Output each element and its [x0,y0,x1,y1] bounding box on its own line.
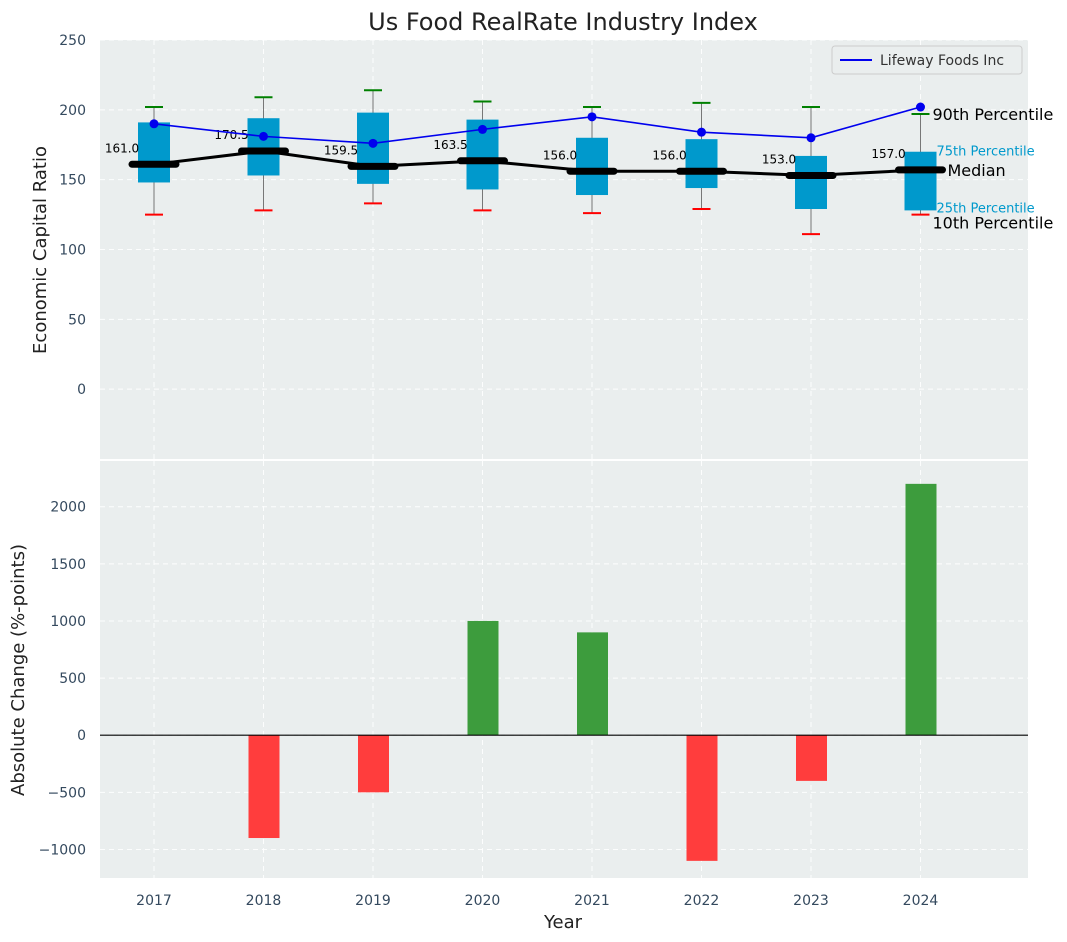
median-label: 156.0 [543,148,577,162]
bottom-y-axis-label: Absolute Change (%-points) [8,544,29,796]
x-tick-label: 2023 [793,893,829,909]
series-point [916,102,925,112]
box-2017 [138,122,170,183]
x-tick-label: 2022 [684,893,720,909]
bar-2023 [796,735,827,781]
bar-2022 [686,735,718,861]
series-point [478,124,487,134]
annotation-p25: 25th Percentile [937,201,1035,216]
top-grid [100,39,1028,459]
bottom-y-tick-label: 2000 [50,500,86,516]
bar-2018 [248,735,280,839]
top-y-tick-label: 200 [59,103,86,119]
bottom-y-tick-label: −1000 [39,842,86,858]
median-label: 153.0 [762,152,796,166]
box-2024 [904,151,937,211]
x-tick-label: 2018 [246,893,282,909]
x-tick-label: 2017 [136,893,172,909]
annotation-p90: 90th Percentile [933,105,1054,124]
annotation-median: Median [948,161,1006,180]
x-tick-label: 2020 [465,893,501,909]
annotation-p10: 10th Percentile [933,214,1054,233]
bar-2019 [358,735,389,793]
top-y-tick-label: 0 [77,382,86,398]
median-label: 156.0 [652,148,686,162]
median-label: 161.0 [105,141,139,155]
box-2022 [685,139,718,189]
series-point [587,112,597,122]
median-label: 157.0 [871,147,905,161]
series-line-lifeway [153,106,921,145]
legend-label-lifeway: Lifeway Foods Inc [880,53,1004,69]
annotation-p75: 75th Percentile [937,145,1035,160]
box-2021 [576,137,608,196]
bar-2024 [905,483,937,736]
bottom-y-tick-label: 0 [77,728,86,744]
x-axis-label: Year [543,912,583,933]
series-point [697,127,706,137]
x-tick-label: 2019 [355,893,391,909]
bottom-y-tick-label: 500 [59,671,86,687]
median-label: 159.5 [324,143,358,157]
bottom-plot-area [100,461,1028,878]
x-tick-label: 2024 [903,893,939,909]
median-label: 170.5 [214,128,248,142]
box-2019 [357,112,389,184]
top-panel: 0 50 100 150 200 250 161.0 170.5 159.5 163.5 156.0… [59,33,1053,459]
chart-title: Us Food RealRate Industry Index [368,8,758,36]
series-point [149,119,159,129]
series-point [259,131,268,141]
bar-2020 [467,620,499,736]
bottom-panel: −1000 −500 0 500 1000 1500 2000 2017 2018 2019 202… [39,461,1028,909]
series-point [806,133,816,143]
box-2018 [247,118,280,176]
top-y-tick-label: 150 [59,173,86,189]
top-y-axis-label: Economic Capital Ratio [30,146,51,354]
box-2023 [795,155,827,209]
legend-box [831,45,1023,75]
series-point [368,138,378,148]
bottom-y-tick-label: −500 [48,785,86,801]
bottom-y-tick-label: 1000 [50,614,86,630]
bottom-y-tick-label: 1500 [50,557,86,573]
median-label: 163.5 [433,138,467,152]
top-y-tick-label: 50 [68,312,86,328]
top-y-tick-label: 100 [59,243,86,259]
bar-2021 [577,632,608,736]
legend[interactable]: Lifeway Foods Inc [831,45,1023,75]
x-tick-label: 2021 [574,893,610,909]
top-y-tick-label: 250 [59,33,86,49]
